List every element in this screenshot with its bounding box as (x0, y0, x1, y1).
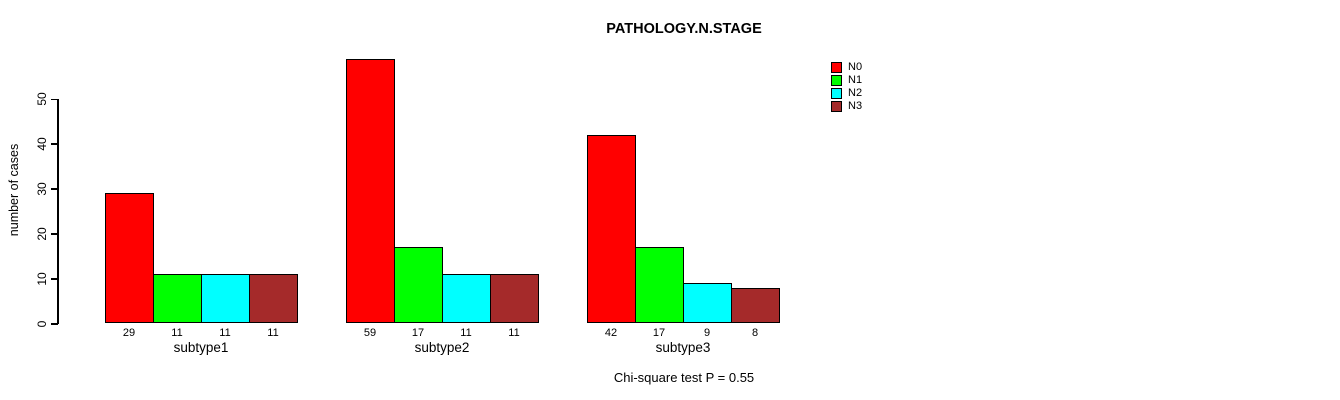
bar-value-label: 11 (171, 327, 183, 339)
bar-value-label: 11 (460, 327, 472, 339)
chi-square-caption: Chi-square test P = 0.55 (613, 370, 755, 385)
legend-item: N3 (831, 100, 862, 113)
y-tick-label: 20 (35, 227, 49, 241)
bar (587, 134, 636, 324)
bar (346, 58, 395, 324)
y-tick (51, 98, 58, 100)
y-tick-label: 50 (35, 92, 49, 106)
legend-swatch (831, 101, 842, 112)
y-tick (51, 188, 58, 190)
y-tick-label: 30 (35, 182, 49, 196)
bar-value-label: 11 (219, 327, 231, 339)
legend-swatch (831, 88, 842, 99)
bar-value-label: 42 (604, 327, 618, 339)
bar-value-label: 9 (703, 327, 711, 339)
bar (731, 287, 780, 324)
y-tick-label: 0 (35, 320, 49, 327)
group-label: subtype3 (655, 340, 711, 355)
y-axis-line (57, 99, 59, 324)
bar-value-label: 59 (363, 327, 377, 339)
y-axis-label: number of cases (7, 143, 21, 237)
legend-swatch (831, 75, 842, 86)
bar-value-label: 11 (508, 327, 520, 339)
bar (394, 247, 443, 324)
group-label: subtype1 (173, 340, 229, 355)
legend: N0 N1 N2 N3 (831, 61, 862, 113)
legend-item: N1 (831, 74, 862, 87)
y-tick (51, 278, 58, 280)
y-tick-label: 10 (35, 271, 49, 286)
legend-item: N2 (831, 87, 862, 100)
legend-swatch (831, 62, 842, 73)
y-tick (51, 323, 58, 325)
legend-label: N3 (848, 100, 863, 112)
legend-label: N2 (848, 87, 863, 99)
bar (201, 274, 250, 324)
bar (105, 193, 154, 324)
bar-value-label: 17 (652, 327, 666, 339)
bar-value-label: 17 (411, 327, 425, 339)
bar (490, 274, 539, 324)
bar (153, 274, 202, 324)
bar (683, 283, 732, 324)
chart-title: PATHOLOGY.N.STAGE (606, 21, 762, 37)
bar (442, 274, 491, 324)
bar-value-label: 8 (751, 327, 759, 339)
y-tick (51, 233, 58, 235)
group-label: subtype2 (414, 340, 470, 355)
legend-label: N1 (848, 74, 863, 86)
y-tick-label: 40 (35, 137, 49, 151)
bar (635, 247, 684, 324)
bar-value-label: 11 (267, 327, 279, 339)
legend-item: N0 (831, 61, 862, 74)
legend-label: N0 (848, 61, 863, 73)
y-tick (51, 143, 58, 145)
bar-value-label: 29 (122, 327, 136, 339)
bar (249, 274, 298, 324)
